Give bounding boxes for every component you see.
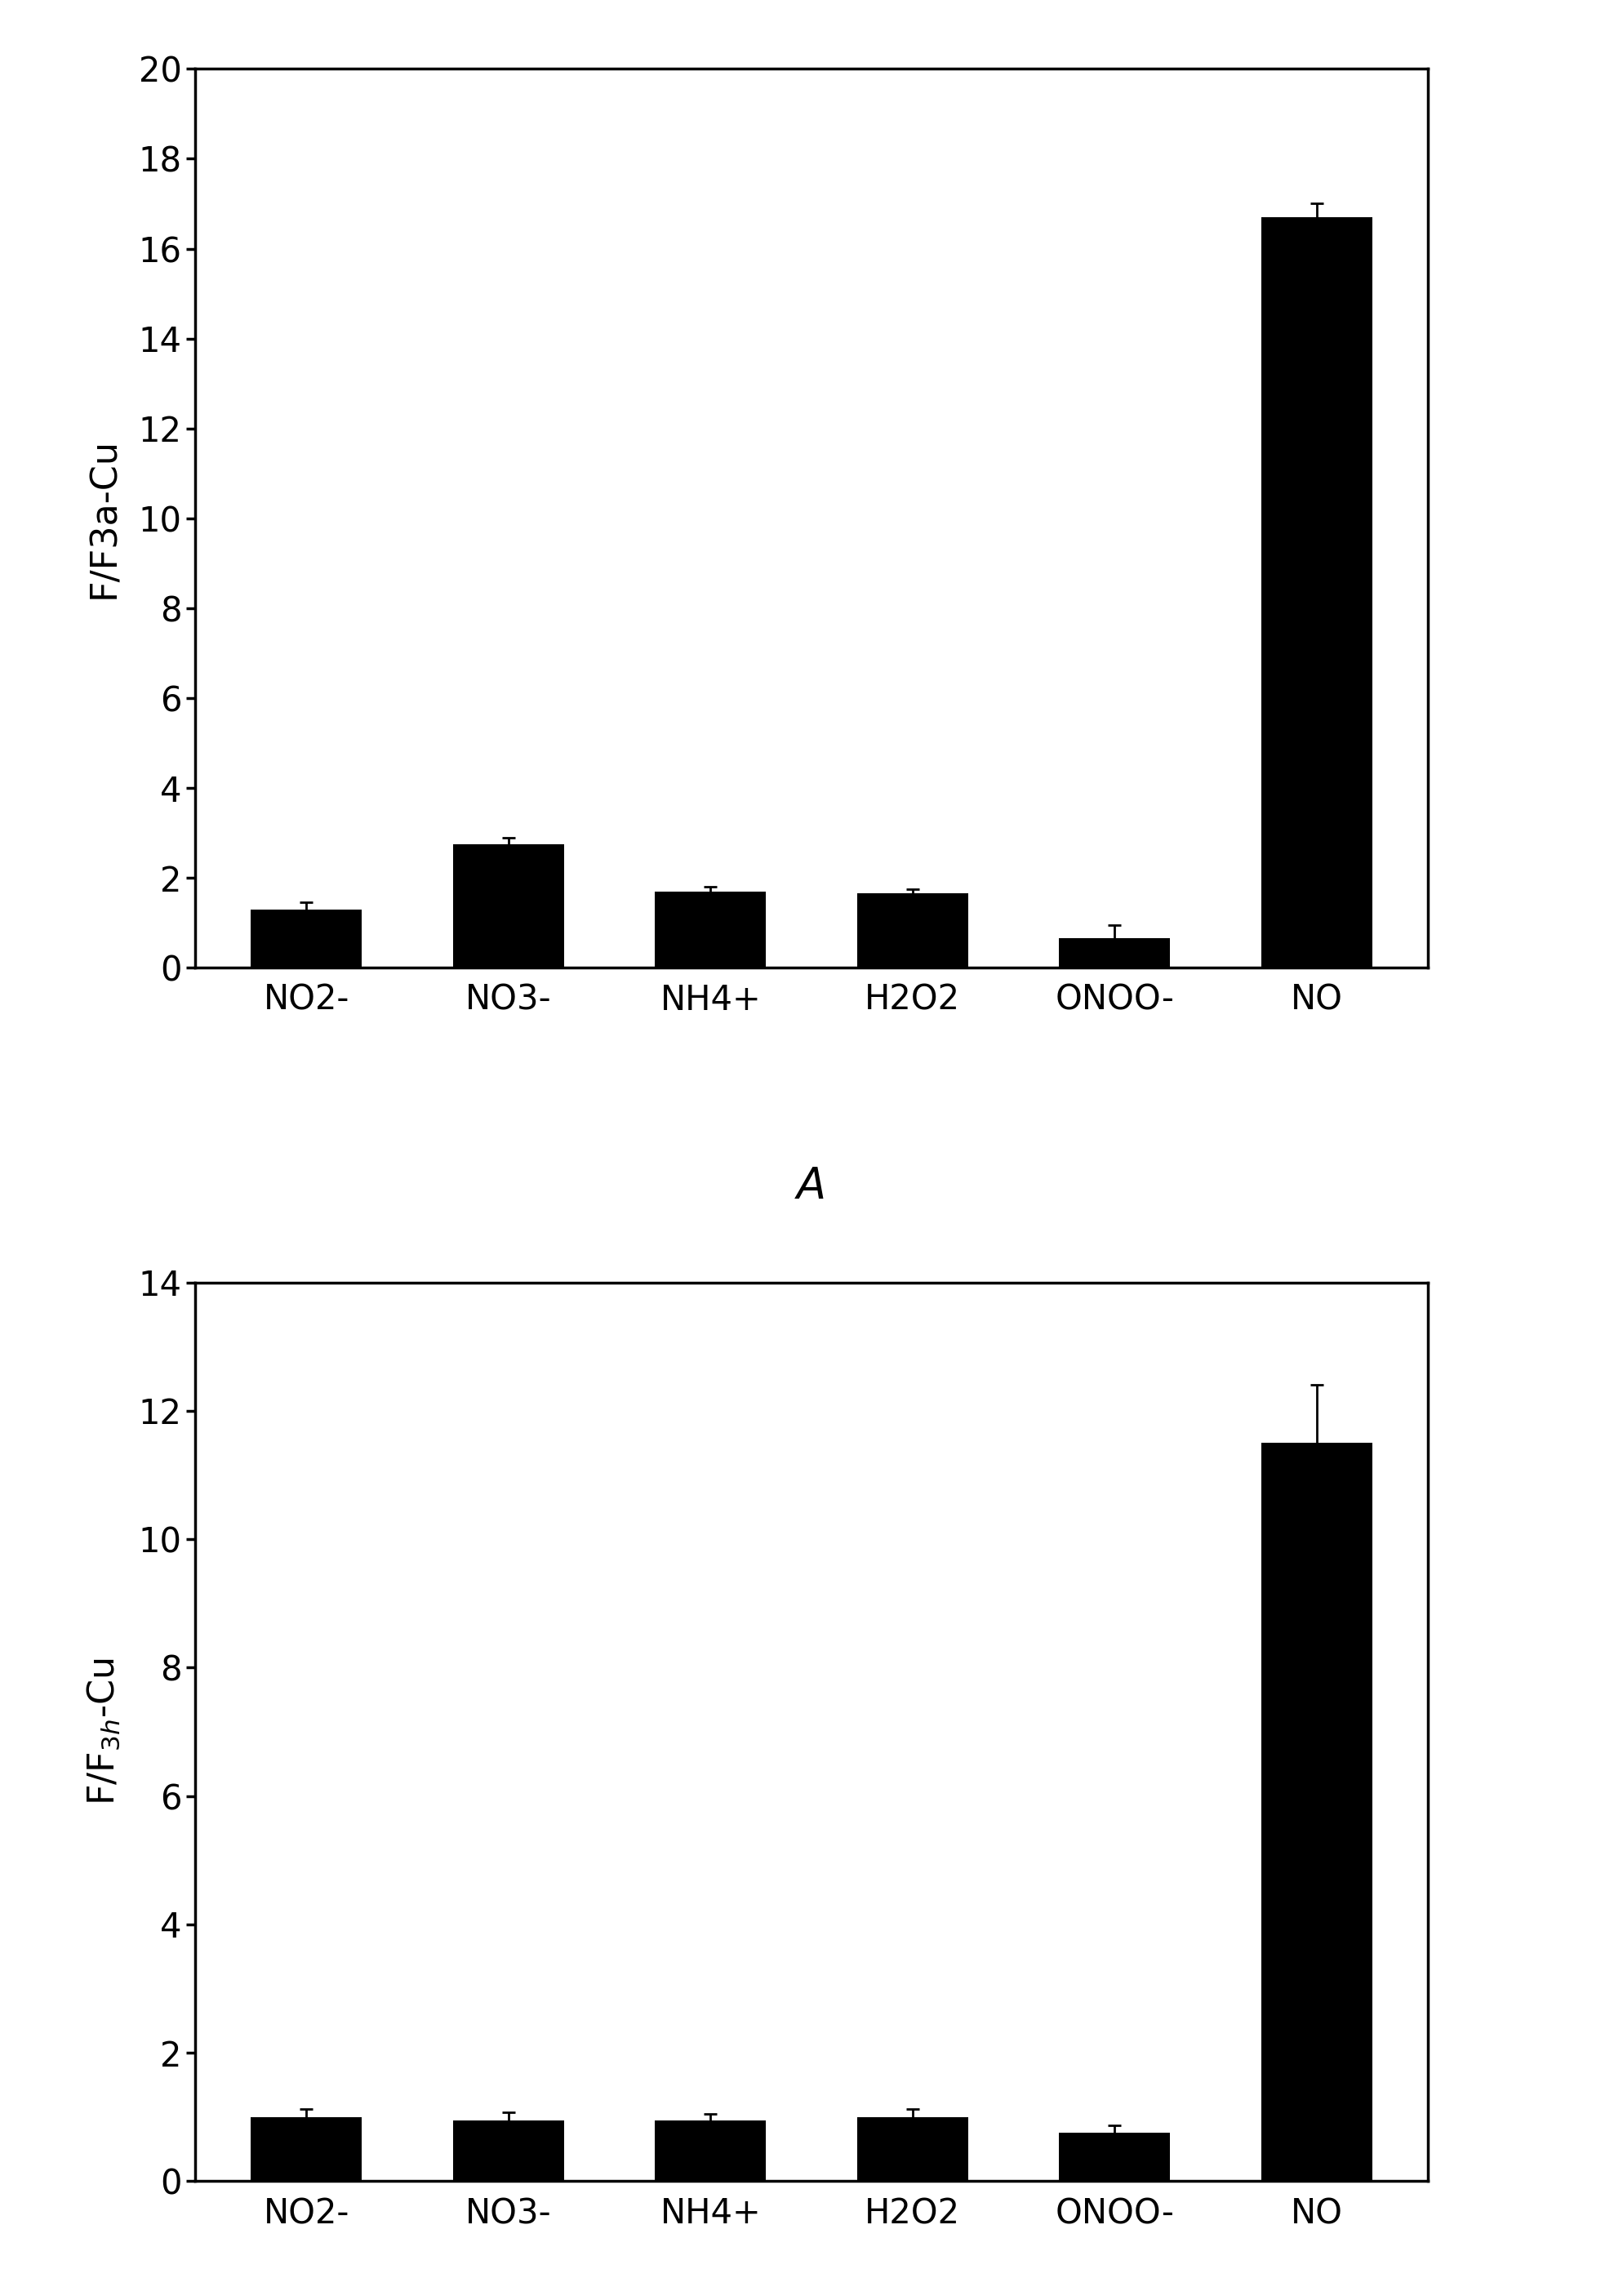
Bar <box>656 891 766 967</box>
Bar <box>656 2119 766 2181</box>
Bar <box>1261 1442 1371 2181</box>
Bar <box>857 2117 967 2181</box>
Bar <box>1058 939 1170 967</box>
Bar <box>1261 218 1371 967</box>
Bar <box>857 893 967 967</box>
Bar <box>1058 2133 1170 2181</box>
Y-axis label: F/F3a-Cu: F/F3a-Cu <box>86 439 122 599</box>
Bar <box>252 909 362 967</box>
Text: A: A <box>797 1166 826 1208</box>
Bar <box>252 2117 362 2181</box>
Bar <box>453 2119 565 2181</box>
Bar <box>453 845 565 967</box>
Y-axis label: F/F$_{3h}$-Cu: F/F$_{3h}$-Cu <box>84 1658 122 1805</box>
